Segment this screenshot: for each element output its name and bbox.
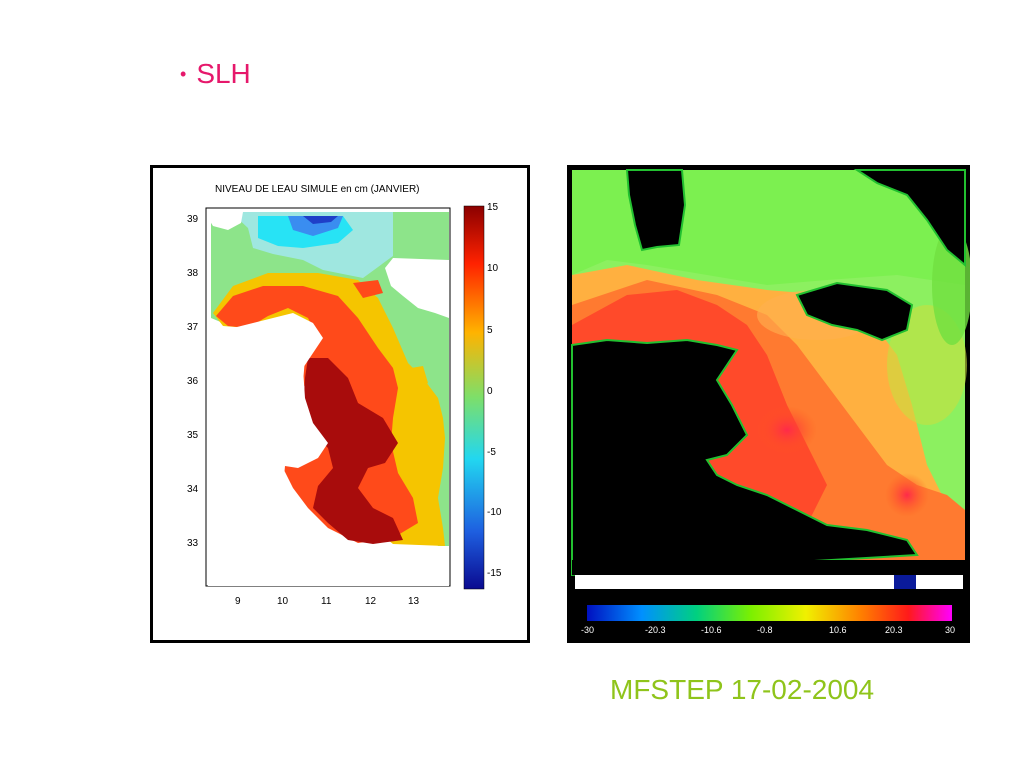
colorbar-tick: -5 (487, 447, 496, 458)
land-sicily (795, 281, 914, 342)
y-tick: 38 (187, 268, 199, 279)
land-tunisia-libya (571, 338, 919, 577)
colorbar-tick: 30 (945, 625, 955, 635)
simulated-sea-level-map: NIVEAU DE LEAU SIMULE en cm (JANVIER) 39 (187, 184, 502, 607)
colorbar-tick: 10.6 (829, 625, 847, 635)
land-italy (853, 169, 966, 268)
colorbar-tick: -30 (581, 625, 594, 635)
colorbar-tick: -10.6 (701, 625, 722, 635)
y-axis: 39 38 37 36 35 34 33 (187, 214, 199, 549)
colorbar-tick: -0.8 (757, 625, 773, 635)
scale-strip (575, 575, 963, 589)
colorbar-gradient (463, 205, 485, 590)
x-axis: 9 10 11 12 13 (235, 596, 420, 607)
land-sardinia (625, 169, 687, 252)
x-tick: 9 (235, 596, 241, 607)
colorbar-tick: 15 (487, 202, 499, 213)
x-tick: 10 (277, 596, 289, 607)
colorbar-tick: -20.3 (645, 625, 666, 635)
bullet-text: SLH (196, 58, 251, 89)
footer-caption: MFSTEP 17-02-2004 (610, 674, 875, 705)
region-orange-blob (353, 280, 383, 298)
colorbar-tick: -10 (487, 507, 502, 518)
land-sardinia-edge (208, 212, 243, 230)
y-tick: 37 (187, 322, 199, 333)
hotspot-1 (757, 406, 817, 454)
observed-sea-level-map: -30 -20.3 -10.6 -0.8 10.6 20.3 30 (571, 169, 972, 635)
colorbar-tick: 0 (487, 386, 493, 397)
right-map-frame: -30 -20.3 -10.6 -0.8 10.6 20.3 30 (567, 165, 972, 643)
x-tick: 13 (408, 596, 420, 607)
y-tick: 33 (187, 538, 199, 549)
contour-plot: 39 38 37 36 35 34 33 9 10 11 12 13 (187, 207, 451, 607)
colorbar-tick: 20.3 (885, 625, 903, 635)
x-tick: 11 (321, 596, 332, 607)
y-tick: 34 (187, 484, 199, 495)
region-yellow-blob (411, 366, 428, 390)
colorbar-tick: -15 (487, 568, 502, 579)
colorbar-tick: 5 (487, 325, 493, 336)
left-map-frame: NIVEAU DE LEAU SIMULE en cm (JANVIER) 39 (150, 165, 530, 643)
y-tick: 39 (187, 214, 199, 225)
left-map-title: NIVEAU DE LEAU SIMULE en cm (JANVIER) (215, 184, 420, 195)
right-colorbar-ticks: -30 -20.3 -10.6 -0.8 10.6 20.3 30 (581, 625, 955, 635)
scale-strip-marker (894, 575, 916, 589)
bullet-item: • SLH (180, 58, 251, 90)
bullet-dot: • (180, 64, 187, 84)
land-strip-south (572, 560, 965, 575)
colorbar-tick: 10 (487, 263, 499, 274)
region-dark-blue (303, 216, 338, 224)
region-dark-red (303, 358, 403, 544)
land-libya (208, 546, 449, 586)
land-sicily (385, 258, 449, 318)
left-colorbar: 15 10 5 0 -5 -10 -15 (463, 202, 502, 590)
y-tick: 36 (187, 376, 199, 387)
land-tunisia (208, 313, 328, 546)
y-tick: 35 (187, 430, 199, 441)
x-tick: 12 (365, 596, 377, 607)
right-colorbar-gradient (587, 605, 952, 621)
hotspot-2 (885, 473, 929, 517)
